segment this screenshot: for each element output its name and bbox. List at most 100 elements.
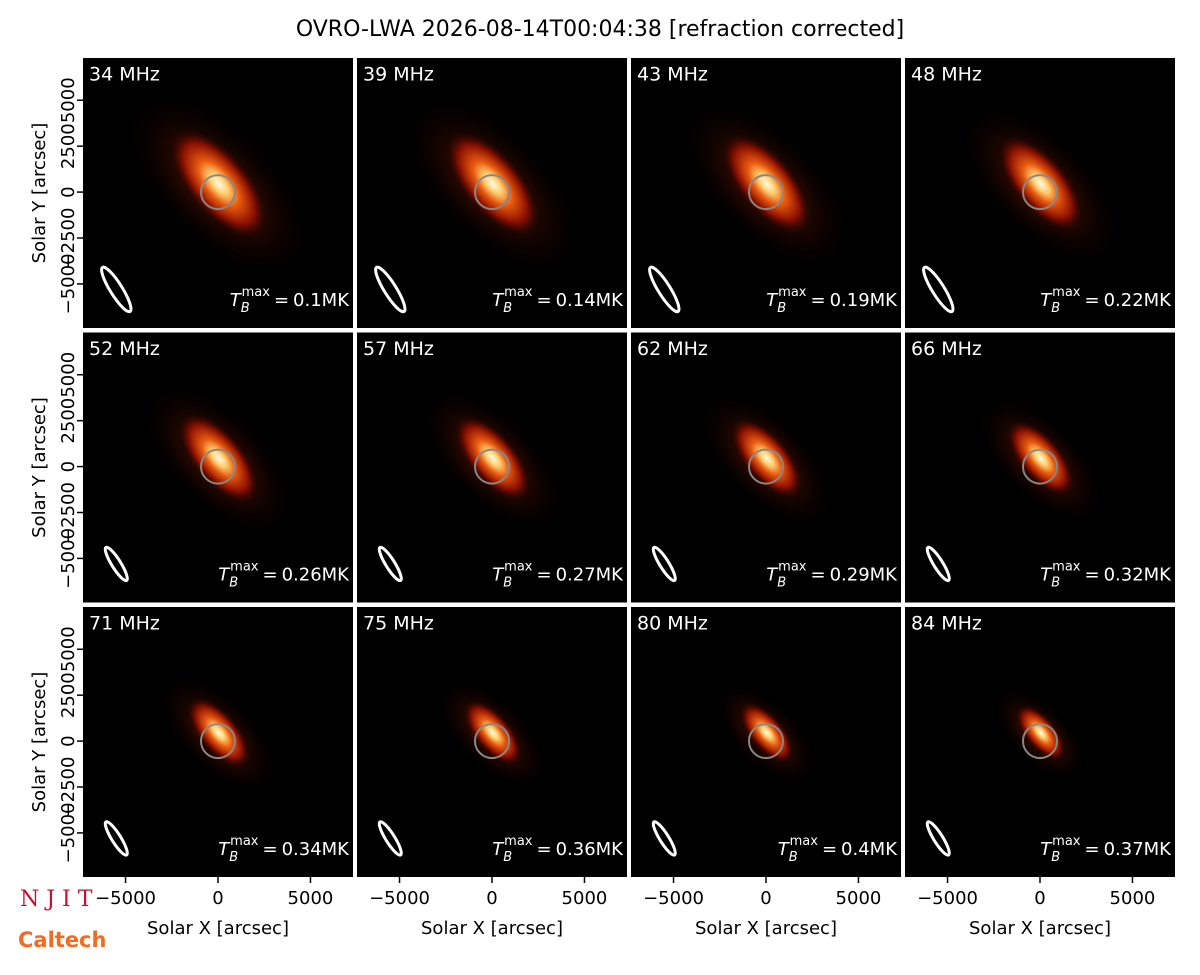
solar-disk xyxy=(1022,448,1058,485)
tb-symbol: T xyxy=(1040,290,1053,311)
solar-disk xyxy=(748,174,784,211)
beam xyxy=(103,820,129,857)
solar-disk xyxy=(748,448,784,485)
tb-sign: = xyxy=(810,565,825,586)
x-tick-label: −5000 xyxy=(917,888,978,909)
y-tick-label: 5000 xyxy=(58,626,79,672)
emission xyxy=(167,126,270,242)
panel xyxy=(905,332,1175,603)
tb-max: TBmax = 0.34MK xyxy=(218,834,350,865)
solar-disk xyxy=(1022,723,1058,760)
emission xyxy=(185,695,252,770)
y-tick-label: 5000 xyxy=(58,77,79,123)
tb-value: 0.37MK xyxy=(1104,839,1173,860)
beam xyxy=(100,265,133,314)
tb-sign: = xyxy=(536,290,551,311)
tb-sign: = xyxy=(822,839,837,860)
emission xyxy=(443,128,542,239)
y-tick-label: −2500 xyxy=(58,208,79,269)
x-tick-label: 0 xyxy=(486,888,497,909)
tb-value: 0.34MK xyxy=(282,839,351,860)
solar-disk xyxy=(1022,174,1058,211)
tb-sup: max xyxy=(504,834,533,849)
tb-max: TBmax = 0.26MK xyxy=(218,560,350,591)
logo-njit: N J I T xyxy=(20,887,93,912)
tb-sign: = xyxy=(536,565,551,586)
tb-symbol: T xyxy=(766,565,779,586)
tb-max: TBmax = 0.36MK xyxy=(492,834,624,865)
tb-sub: B xyxy=(777,576,786,591)
emission xyxy=(462,698,524,767)
tb-sub: B xyxy=(241,301,250,316)
tb-value: 0.36MK xyxy=(556,839,625,860)
tb-sub: B xyxy=(229,850,238,865)
beam xyxy=(374,265,407,314)
tb-sup: max xyxy=(230,560,259,575)
panel-label: 52 MHz xyxy=(89,338,160,360)
tb-sub: B xyxy=(1051,850,1060,865)
tb-value: 0.27MK xyxy=(556,565,625,586)
x-axis-label: Solar X [arcsec] xyxy=(695,918,837,939)
panel-label: 66 MHz xyxy=(911,338,982,360)
panel xyxy=(83,607,353,877)
tb-sub: B xyxy=(1051,576,1060,591)
solar-disk xyxy=(474,723,510,760)
tb-symbol: T xyxy=(492,565,505,586)
panel-label: 43 MHz xyxy=(637,64,708,86)
x-tick-label: −5000 xyxy=(95,888,156,909)
x-tick-label: 5000 xyxy=(288,888,334,909)
beam xyxy=(377,545,403,583)
panel xyxy=(905,607,1175,877)
x-tick-label: 5000 xyxy=(1110,888,1156,909)
tb-sign: = xyxy=(1084,290,1099,311)
tb-value: 0.22MK xyxy=(1104,290,1173,311)
tb-sup: max xyxy=(1052,285,1081,300)
x-tick-label: −5000 xyxy=(643,888,704,909)
panel xyxy=(905,58,1175,328)
y-axis-label: Solar Y [arcsec] xyxy=(29,672,50,813)
tb-sign: = xyxy=(1084,565,1099,586)
y-tick-label: 0 xyxy=(58,461,79,472)
tb-max: TBmax = 0.19MK xyxy=(766,285,898,316)
x-tick-label: 5000 xyxy=(562,888,608,909)
logo-caltech: Caltech xyxy=(18,928,106,952)
emission xyxy=(729,416,805,501)
panel-label: 75 MHz xyxy=(363,613,434,635)
y-tick-label: 0 xyxy=(58,735,79,746)
tb-max: TBmax = 0.29MK xyxy=(766,560,898,591)
tb-sup: max xyxy=(790,834,819,849)
tb-sign: = xyxy=(810,290,825,311)
tb-symbol: T xyxy=(218,565,231,586)
x-axis-label: Solar X [arcsec] xyxy=(147,918,289,939)
tb-symbol: T xyxy=(230,290,243,311)
beam xyxy=(925,820,951,857)
y-tick-label: 5000 xyxy=(58,352,79,398)
y-tick-label: 2500 xyxy=(58,123,79,169)
solar-disk xyxy=(200,723,236,760)
solar-disk xyxy=(748,723,784,760)
tb-sub: B xyxy=(789,850,798,865)
beam xyxy=(648,265,681,314)
panel-label: 80 MHz xyxy=(637,613,708,635)
beam xyxy=(103,545,129,583)
y-axis-label: Solar Y [arcsec] xyxy=(29,397,50,538)
x-tick-label: −5000 xyxy=(369,888,430,909)
y-tick-label: −2500 xyxy=(58,757,79,818)
x-tick-label: 0 xyxy=(760,888,771,909)
x-tick-label: 5000 xyxy=(836,888,882,909)
y-tick-label: −2500 xyxy=(58,482,79,543)
panel xyxy=(357,58,627,328)
y-tick-label: 0 xyxy=(58,186,79,197)
panel xyxy=(83,58,353,328)
y-axis-label: Solar Y [arcsec] xyxy=(29,123,50,264)
emission xyxy=(996,133,1086,234)
tb-sub: B xyxy=(503,576,512,591)
beam xyxy=(925,545,951,583)
tb-symbol: T xyxy=(778,839,791,860)
tb-sub: B xyxy=(777,301,786,316)
tb-value: 0.14MK xyxy=(556,290,625,311)
tb-sup: max xyxy=(230,834,259,849)
y-tick-label: −5000 xyxy=(58,528,79,589)
tb-max: TBmax = 0.32MK xyxy=(1040,560,1172,591)
panel-label: 62 MHz xyxy=(637,338,708,360)
